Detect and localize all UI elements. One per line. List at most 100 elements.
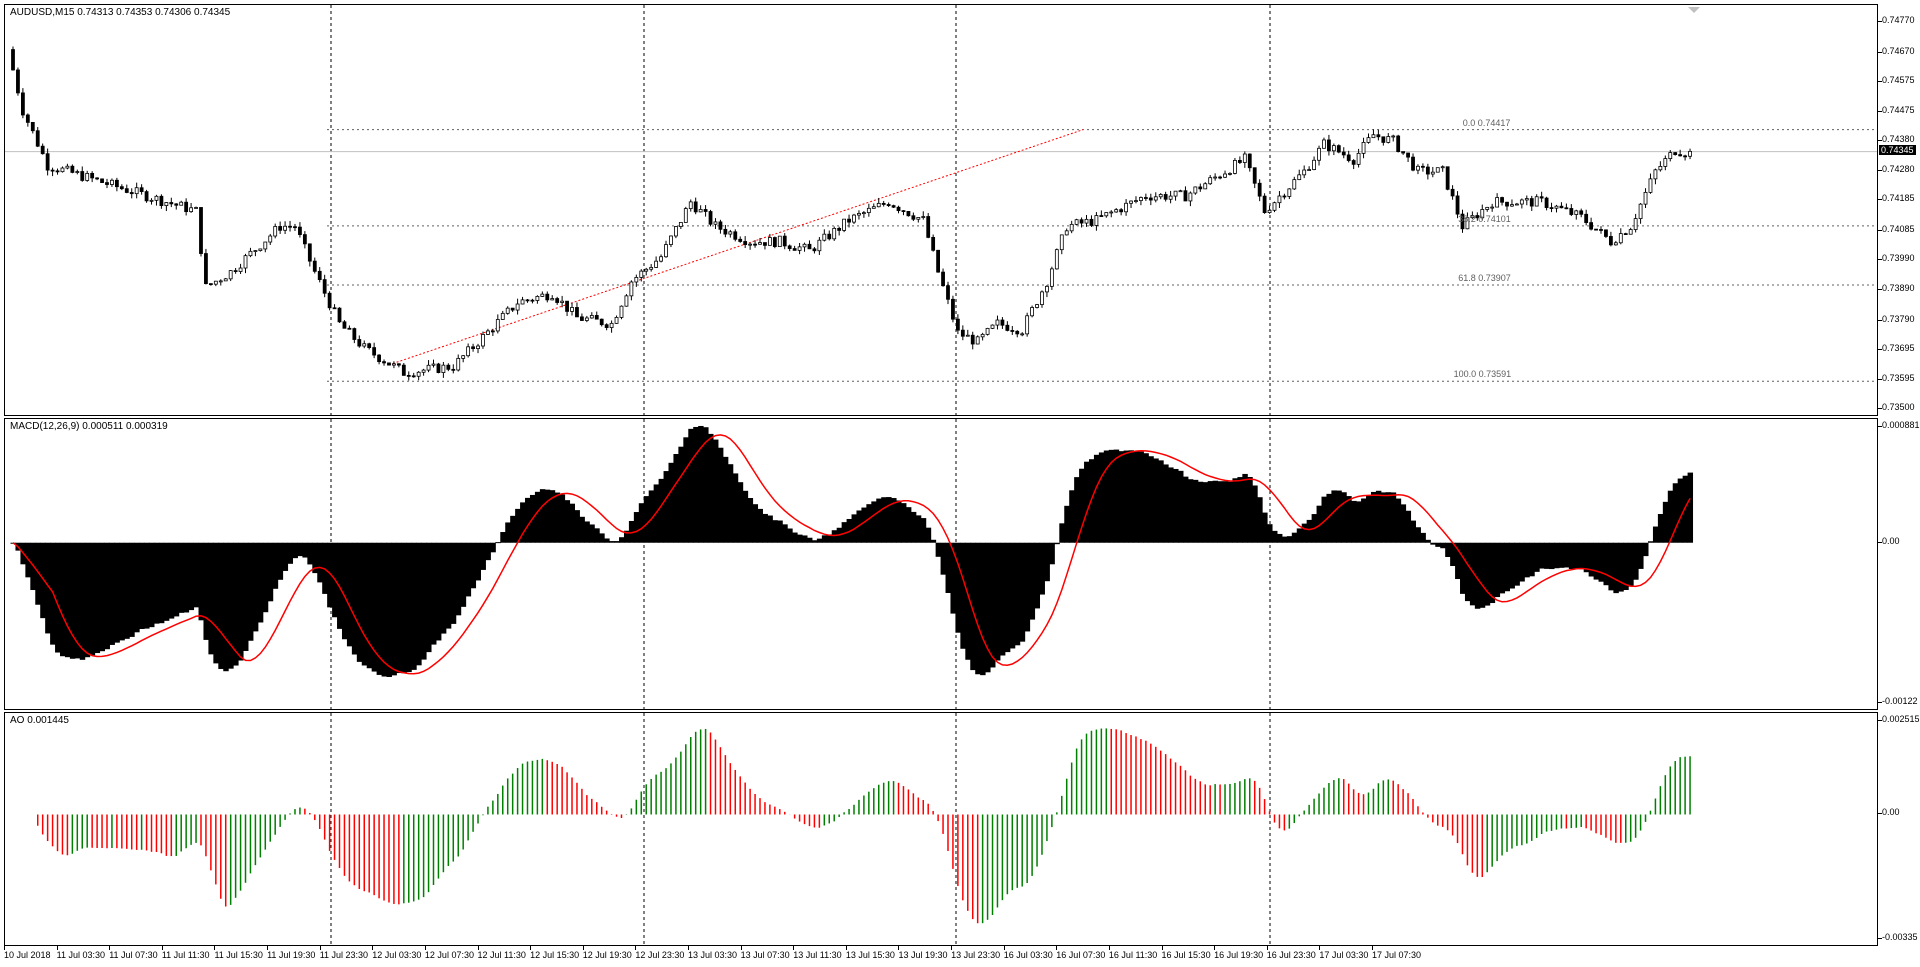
macd-bar	[163, 542, 170, 621]
candle-body	[377, 354, 381, 363]
macd-bar	[208, 542, 214, 655]
candle-body	[693, 201, 698, 213]
macd-bar	[312, 542, 318, 574]
candle-body	[1391, 135, 1396, 138]
candle-body	[11, 49, 15, 71]
macd-bar	[55, 542, 61, 653]
macd-bar	[149, 542, 155, 628]
time-axis-tick-19	[1003, 946, 1005, 950]
macd-bar	[1326, 493, 1332, 543]
candle-body	[159, 195, 164, 206]
candle-body	[204, 253, 208, 285]
candle-body	[1648, 178, 1653, 193]
macd-bar	[346, 542, 353, 647]
time-axis-label-18: 13 Jul 23:30	[951, 950, 1001, 960]
macd-bar	[386, 542, 392, 677]
macd-bar	[238, 542, 244, 661]
candle-body	[199, 207, 203, 254]
macd-bar	[930, 539, 937, 543]
time-axis-label-22: 16 Jul 15:30	[1161, 950, 1211, 960]
candle-body	[228, 270, 233, 280]
macd-bar	[1430, 542, 1436, 545]
candle-body	[1040, 291, 1044, 305]
macd-bar	[965, 542, 971, 660]
candle-body	[1079, 219, 1084, 224]
macd-bar	[1489, 542, 1496, 604]
ao-chart[interactable]	[5, 713, 1878, 946]
macd-chart[interactable]	[5, 419, 1878, 710]
macd-bar	[525, 497, 531, 543]
macd-bar	[1069, 490, 1075, 543]
price-scale-tick-11	[1878, 348, 1882, 350]
macd-bar	[757, 508, 763, 543]
candle-body	[1584, 213, 1589, 223]
candle-body	[114, 179, 119, 188]
candle-body	[1351, 160, 1356, 165]
macd-bar	[465, 542, 472, 597]
macd-bar	[1583, 542, 1590, 573]
candle-body	[1257, 182, 1262, 197]
ao-scale-label-0: 0.002515	[1882, 714, 1920, 724]
candle-body	[629, 281, 634, 297]
macd-bar	[1252, 485, 1258, 543]
time-axis-tick-11	[582, 946, 584, 950]
macd-bar	[1534, 542, 1540, 572]
macd-bar	[782, 524, 788, 543]
time-axis-tick-0	[4, 946, 5, 950]
scroll-indicator-icon[interactable]	[1688, 7, 1700, 13]
candle-body	[1435, 167, 1440, 173]
candle-body	[698, 209, 703, 213]
candle-body	[926, 216, 931, 238]
macd-bar	[866, 504, 872, 543]
candle-body	[129, 192, 134, 195]
macd-bar	[871, 501, 877, 543]
macd-bar	[158, 542, 165, 624]
macd-bar	[604, 538, 610, 543]
macd-bar	[1563, 542, 1570, 568]
ao-panel[interactable]: AO 0.001445	[4, 712, 1878, 946]
candle-body	[495, 319, 500, 332]
macd-bar	[1549, 542, 1555, 570]
time-axis-label-5: 11 Jul 19:30	[267, 950, 316, 960]
macd-bar	[703, 427, 709, 543]
price-scale-tick-1	[1878, 51, 1882, 53]
macd-bar	[282, 542, 289, 571]
macd-bar	[520, 502, 526, 543]
candle-body	[1440, 166, 1445, 169]
candle-body	[1302, 169, 1307, 176]
candle-body	[253, 250, 258, 252]
time-axis-label-23: 16 Jul 19:30	[1214, 950, 1264, 960]
macd-bar	[1039, 542, 1045, 595]
time-axis-label-10: 12 Jul 15:30	[530, 950, 580, 960]
macd-bar	[955, 542, 961, 633]
macd-bar	[910, 511, 917, 543]
candle-body	[777, 235, 782, 247]
candle-body	[238, 267, 243, 272]
macd-bar	[1514, 542, 1520, 586]
macd-bar	[1643, 542, 1649, 557]
macd-bar	[1291, 532, 1298, 543]
macd-bar	[1138, 451, 1144, 543]
macd-bar	[1672, 483, 1679, 543]
macd-bar	[777, 520, 783, 543]
candle-body	[1163, 194, 1168, 200]
time-axis-label-20: 16 Jul 07:30	[1056, 950, 1106, 960]
macd-bar	[1202, 482, 1209, 543]
price-chart[interactable]	[5, 5, 1878, 416]
macd-panel[interactable]: MACD(12,26,9) 0.000511 0.000319	[4, 418, 1878, 710]
candle-body	[1366, 137, 1371, 143]
candle-body	[1158, 194, 1163, 198]
candle-body	[718, 221, 723, 230]
candle-body	[421, 369, 426, 373]
candle-body	[1609, 236, 1613, 246]
main-chart-panel[interactable]: AUDUSD,M15 0.74313 0.74353 0.74306 0.743…	[4, 4, 1878, 416]
candle-body	[332, 307, 337, 310]
candle-body	[713, 221, 718, 225]
time-axis-label-24: 16 Jul 23:30	[1266, 950, 1316, 960]
candle-body	[367, 343, 372, 349]
macd-bar	[421, 542, 427, 660]
candle-body	[951, 298, 955, 320]
time-axis-tick-2	[109, 946, 111, 950]
candle-body	[634, 277, 639, 283]
time-axis-tick-12	[635, 946, 637, 950]
